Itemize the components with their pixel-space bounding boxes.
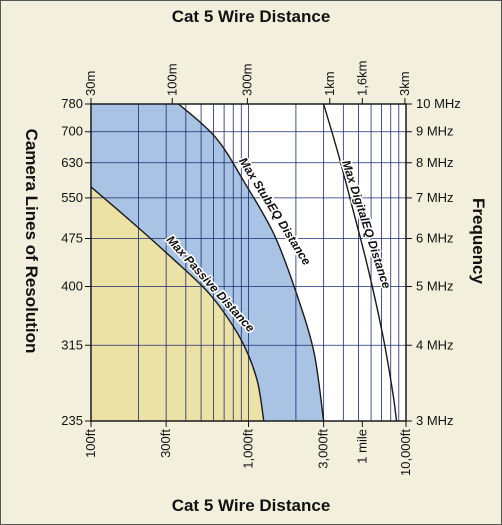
bottom-axis-title: Cat 5 Wire Distance [171,496,331,515]
left-tick-label: 235 [61,413,83,428]
top-tick-label: 1,6km [354,61,369,96]
top-tick-label: 3km [397,71,412,96]
left-tick-label: 630 [61,155,83,170]
plot-regions [91,104,406,421]
top-tick-label: 1km [322,71,337,96]
right-tick-label: 3 MHz [416,413,454,428]
top-axis-title: Cat 5 Wire Distance [171,7,331,26]
right-tick-label: 8 MHz [416,155,454,170]
left-tick-label: 400 [61,279,83,294]
bottom-tick-label: 1,000ft [241,429,256,469]
bottom-tick-label: 3,000ft [316,429,331,469]
bottom-tick-label: 100ft [83,429,98,458]
left-tick-label: 780 [61,96,83,111]
bottom-tick-label: 300ft [158,429,173,458]
stubeq-curve [178,104,325,421]
passive-region [91,186,264,421]
bottom-tick-label: 1 mile [354,429,369,464]
right-tick-label: 7 MHz [416,190,454,205]
left-tick-label: 700 [61,124,83,139]
top-tick-label: 300m [239,63,254,96]
digitaleq-curve [322,104,398,421]
right-tick-label: 4 MHz [416,337,454,352]
passive-curve [91,186,265,421]
left-tick-label: 550 [61,190,83,205]
top-tick-label: 30m [83,71,98,96]
top-tick-label: 100m [164,63,179,96]
bottom-tick-label: 10,000ft [398,429,413,476]
right-tick-label: 6 MHz [416,230,454,245]
right-tick-label: 10 MHz [416,96,461,111]
right-tick-label: 9 MHz [416,124,454,139]
right-tick-label: 5 MHz [416,279,454,294]
left-tick-label: 315 [61,337,83,352]
left-tick-label: 475 [61,230,83,245]
